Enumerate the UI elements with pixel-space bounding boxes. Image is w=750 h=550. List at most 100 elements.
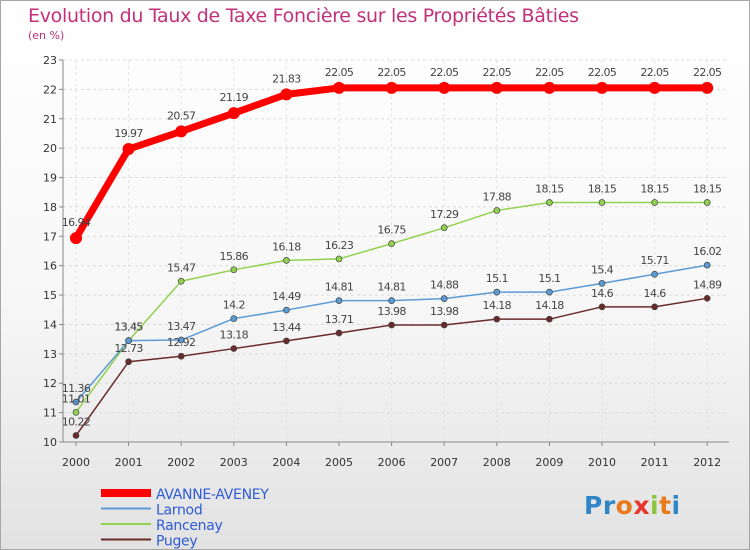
data-point — [493, 207, 501, 214]
y-tick-label: 13 — [43, 348, 57, 361]
data-point — [388, 321, 395, 329]
data-label: 16.75 — [377, 224, 406, 237]
data-label: 16.18 — [272, 240, 301, 253]
data-label: 14.2 — [223, 299, 245, 312]
data-label: 11.36 — [62, 382, 91, 395]
data-label: 20.57 — [167, 109, 196, 122]
legend-label: AVANNE-AVENEY — [156, 487, 269, 503]
data-label: 13.98 — [377, 305, 406, 318]
data-point — [651, 270, 658, 278]
logo-letter: P — [584, 491, 603, 520]
logo-letter: i — [671, 491, 681, 520]
data-label: 22.05 — [325, 66, 354, 79]
data-point — [493, 288, 501, 296]
data-point — [230, 266, 238, 274]
data-point — [493, 315, 501, 323]
x-tick-label: 2008 — [483, 456, 511, 469]
data-point — [177, 352, 185, 360]
data-point — [230, 315, 238, 322]
data-point — [72, 432, 80, 439]
data-point — [333, 81, 345, 94]
data-point — [280, 88, 293, 101]
data-label: 17.88 — [483, 190, 512, 203]
data-point — [283, 337, 290, 345]
y-tick-label: 12 — [43, 377, 57, 390]
data-label: 22.05 — [588, 66, 617, 79]
data-label: 22.05 — [377, 66, 406, 79]
data-label: 15.1 — [538, 272, 560, 285]
x-tick-label: 2002 — [167, 456, 195, 469]
y-tick-label: 21 — [43, 113, 57, 126]
x-tick-label: 2005 — [325, 456, 353, 469]
data-label: 13.47 — [167, 320, 196, 333]
legend-label: Larnod — [156, 503, 202, 519]
data-point — [651, 199, 658, 206]
data-label: 16.02 — [693, 245, 722, 258]
data-point — [440, 224, 448, 232]
data-label: 17.29 — [430, 208, 459, 221]
data-label: 14.18 — [535, 299, 564, 312]
y-tick-label: 16 — [43, 260, 57, 273]
data-point — [385, 81, 398, 94]
data-label: 14.88 — [430, 279, 459, 292]
data-point — [125, 337, 132, 344]
data-point — [227, 107, 240, 120]
x-tick-label: 2006 — [378, 456, 406, 469]
data-point — [72, 408, 80, 416]
data-label: 10.22 — [62, 416, 91, 429]
y-tick-label: 14 — [43, 318, 57, 331]
data-point — [70, 232, 82, 245]
logo-letter: i — [650, 491, 660, 520]
x-tick-label: 2009 — [535, 456, 563, 469]
data-point — [598, 303, 606, 311]
data-label: 15.4 — [591, 263, 614, 276]
data-label: 13.18 — [220, 329, 249, 342]
y-tick-label: 17 — [43, 230, 57, 243]
data-point — [703, 261, 711, 269]
data-point — [438, 81, 451, 94]
data-label: 16.23 — [325, 239, 354, 252]
data-point — [546, 315, 553, 323]
data-point — [388, 240, 395, 248]
data-point — [440, 295, 448, 302]
data-label: 13.45 — [114, 321, 143, 334]
chart-title: Evolution du Taux de Taxe Foncière sur l… — [28, 5, 579, 27]
data-point — [72, 398, 80, 406]
logo-letter: r — [602, 491, 616, 520]
data-point — [283, 257, 290, 264]
y-tick-label: 23 — [43, 54, 57, 67]
data-label: 22.05 — [640, 66, 669, 79]
data-point — [546, 199, 553, 206]
legend-label: Rancenay — [156, 518, 223, 534]
data-point — [175, 125, 188, 138]
data-label: 13.98 — [430, 305, 459, 318]
data-point — [543, 81, 556, 94]
data-label: 21.19 — [220, 91, 249, 104]
data-label: 19.97 — [114, 127, 143, 140]
x-tick-label: 2003 — [220, 456, 248, 469]
data-point — [703, 294, 711, 302]
data-label: 18.15 — [588, 183, 617, 196]
data-point — [230, 345, 238, 352]
data-point — [546, 288, 553, 296]
data-label: 14.18 — [483, 299, 512, 312]
data-point — [335, 329, 343, 337]
data-point — [490, 81, 503, 94]
data-label: 18.15 — [535, 183, 564, 196]
data-label: 14.89 — [693, 278, 722, 291]
data-point — [703, 199, 711, 206]
x-tick-label: 2001 — [115, 456, 143, 469]
x-tick-label: 2007 — [430, 456, 458, 469]
x-tick-label: 2004 — [272, 456, 300, 469]
data-label: 14.49 — [272, 290, 301, 303]
data-point — [177, 336, 185, 344]
data-point — [440, 321, 448, 329]
data-label: 22.05 — [483, 66, 512, 79]
data-label: 22.05 — [693, 66, 722, 79]
data-point — [598, 199, 606, 206]
data-point — [648, 81, 661, 94]
data-point — [598, 279, 606, 287]
data-label: 18.15 — [640, 183, 669, 196]
data-label: 16.94 — [62, 216, 91, 229]
